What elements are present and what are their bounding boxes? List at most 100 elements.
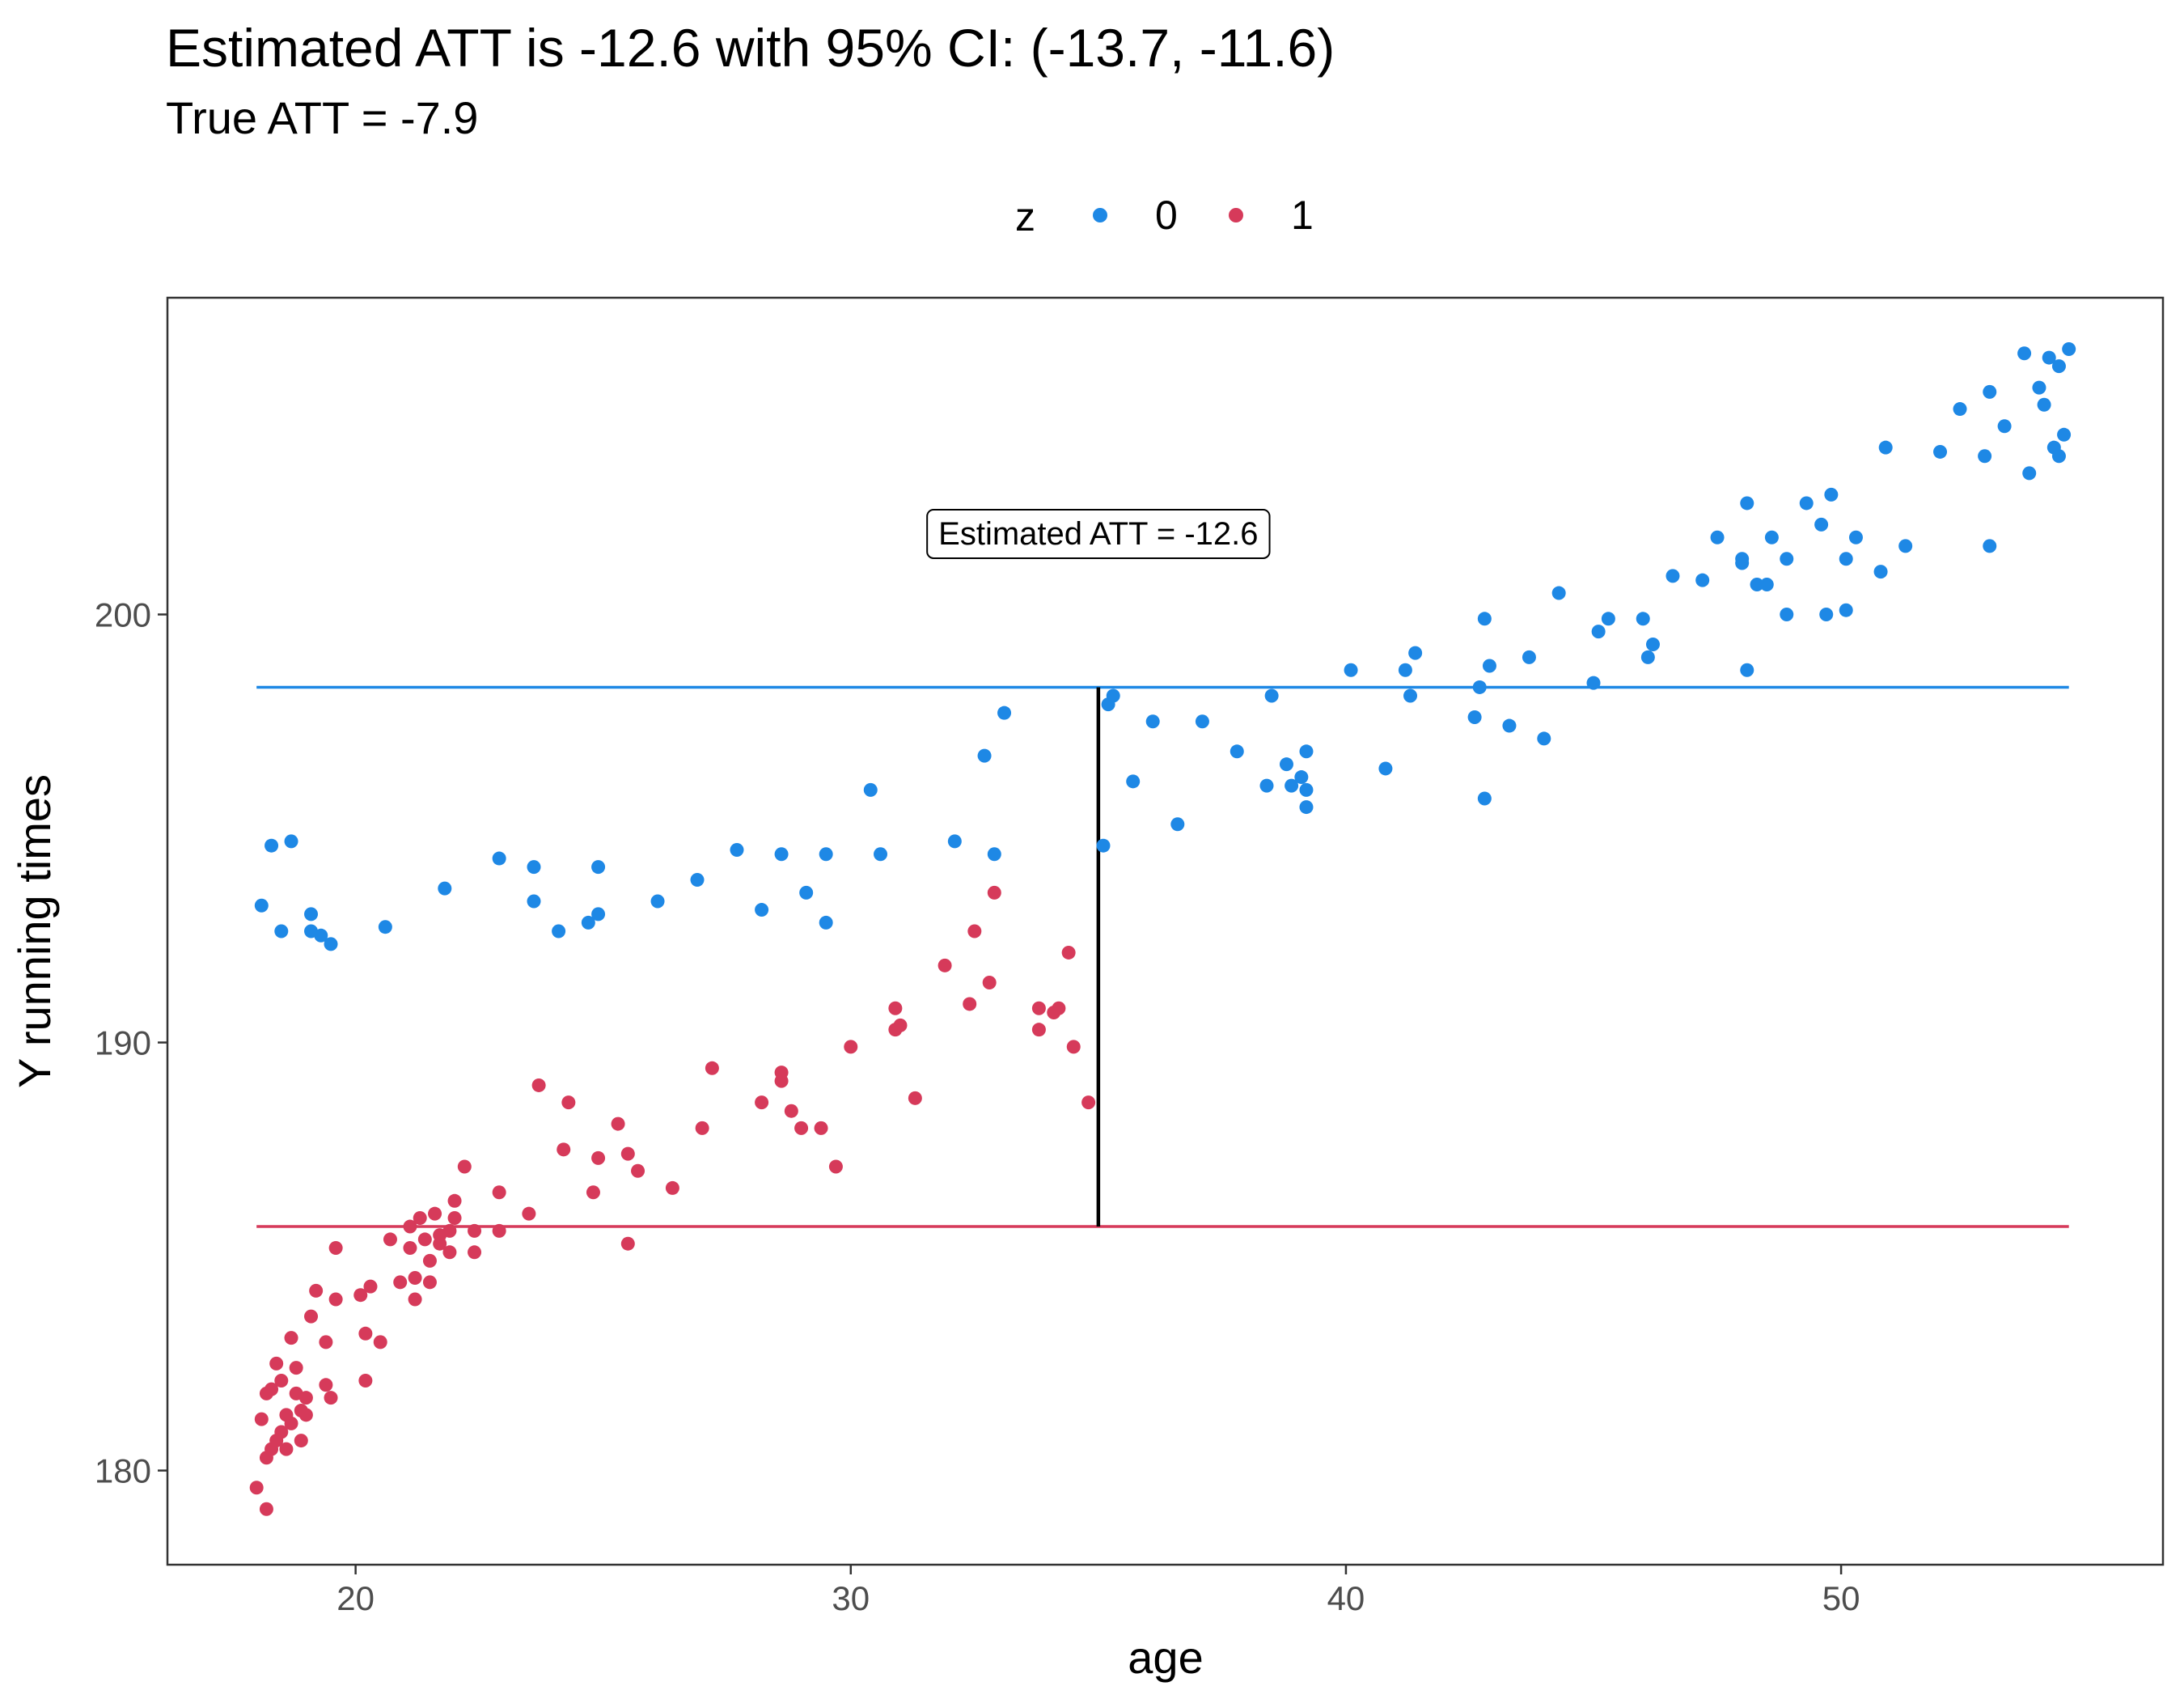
point-z0: [552, 924, 566, 938]
point-z0: [254, 898, 269, 913]
point-z0: [591, 860, 606, 875]
point-z1: [358, 1374, 373, 1388]
point-z1: [403, 1219, 417, 1234]
point-z1: [274, 1374, 289, 1388]
point-z1: [309, 1283, 324, 1298]
point-z1: [1031, 1023, 1046, 1037]
point-z0: [1299, 782, 1314, 797]
point-z0: [650, 894, 665, 909]
point-z1: [705, 1061, 719, 1075]
point-z0: [1839, 552, 1853, 566]
point-z0: [987, 847, 1001, 862]
point-z0: [1997, 419, 2012, 434]
point-z0: [1403, 688, 1418, 703]
point-z0: [1145, 714, 1160, 729]
x-tick-label: 50: [1822, 1579, 1860, 1617]
point-z0: [1170, 817, 1185, 832]
point-z1: [265, 1382, 279, 1396]
point-z0: [1819, 608, 1834, 621]
point-z0: [1586, 676, 1601, 690]
point-z1: [358, 1326, 373, 1341]
point-z1: [620, 1146, 635, 1161]
point-z1: [844, 1040, 858, 1054]
point-z1: [269, 1356, 284, 1371]
point-z0: [274, 924, 289, 938]
point-z1: [492, 1185, 506, 1200]
point-z0: [1640, 650, 1655, 664]
legend-title: z: [1015, 194, 1035, 239]
point-z1: [298, 1391, 313, 1405]
point-z0: [1537, 731, 1551, 746]
point-z0: [581, 915, 595, 930]
data-points: [249, 341, 2076, 1516]
point-z0: [2037, 397, 2051, 412]
point-z0: [1780, 552, 1794, 566]
point-z1: [963, 997, 977, 1011]
point-z1: [279, 1442, 294, 1456]
point-z1: [328, 1241, 343, 1255]
point-z0: [1645, 638, 1660, 652]
point-z1: [403, 1241, 417, 1255]
point-z1: [665, 1180, 679, 1195]
point-z1: [561, 1095, 576, 1110]
point-z1: [393, 1275, 408, 1290]
point-z0: [1522, 650, 1536, 664]
point-z1: [982, 975, 997, 989]
point-z1: [442, 1245, 457, 1260]
point-z0: [1824, 487, 1839, 502]
point-z1: [695, 1121, 709, 1135]
point-z0: [997, 705, 1012, 720]
point-z0: [1591, 625, 1606, 639]
x-axis-title: age: [1128, 1632, 1203, 1683]
legend-key-1: [1229, 208, 1243, 222]
point-z0: [1279, 757, 1293, 772]
point-z0: [947, 834, 962, 849]
point-z1: [586, 1185, 600, 1200]
point-z1: [428, 1206, 442, 1221]
point-z0: [1472, 680, 1487, 694]
point-z0: [1666, 569, 1680, 583]
point-z0: [1898, 539, 1913, 553]
point-z1: [363, 1279, 378, 1294]
point-z1: [888, 1001, 903, 1015]
point-z0: [690, 873, 705, 888]
point-z1: [457, 1159, 472, 1174]
point-z1: [814, 1121, 828, 1135]
point-z0: [284, 834, 298, 849]
point-z1: [784, 1104, 798, 1118]
point-z0: [265, 838, 279, 853]
point-z1: [987, 885, 1001, 900]
point-z0: [1710, 530, 1725, 544]
point-z0: [819, 847, 833, 862]
point-z0: [774, 847, 789, 862]
point-z1: [284, 1416, 298, 1430]
point-z1: [828, 1159, 843, 1174]
point-z0: [314, 928, 328, 943]
point-z0: [1398, 663, 1412, 677]
point-z1: [319, 1335, 333, 1349]
point-z1: [422, 1275, 437, 1290]
point-z0: [1983, 384, 1997, 399]
legend-label-1: 1: [1291, 193, 1314, 238]
point-z0: [1467, 710, 1482, 724]
point-z0: [1814, 517, 1829, 532]
point-z1: [1081, 1095, 1096, 1110]
point-z1: [492, 1223, 506, 1238]
point-z0: [2051, 359, 2066, 374]
point-z0: [2017, 346, 2032, 361]
point-z0: [2042, 350, 2056, 365]
y-axis-title: Y running times: [9, 774, 60, 1088]
point-z1: [408, 1292, 422, 1307]
point-z0: [1344, 663, 1358, 677]
point-z0: [1299, 800, 1314, 815]
point-z0: [1636, 612, 1650, 626]
plot-panel: [166, 296, 2165, 1566]
point-z1: [417, 1232, 432, 1247]
point-z1: [468, 1223, 482, 1238]
point-z0: [1096, 838, 1111, 853]
point-z1: [324, 1391, 338, 1405]
point-z1: [631, 1163, 645, 1178]
point-z1: [557, 1142, 571, 1157]
point-z0: [863, 782, 878, 797]
